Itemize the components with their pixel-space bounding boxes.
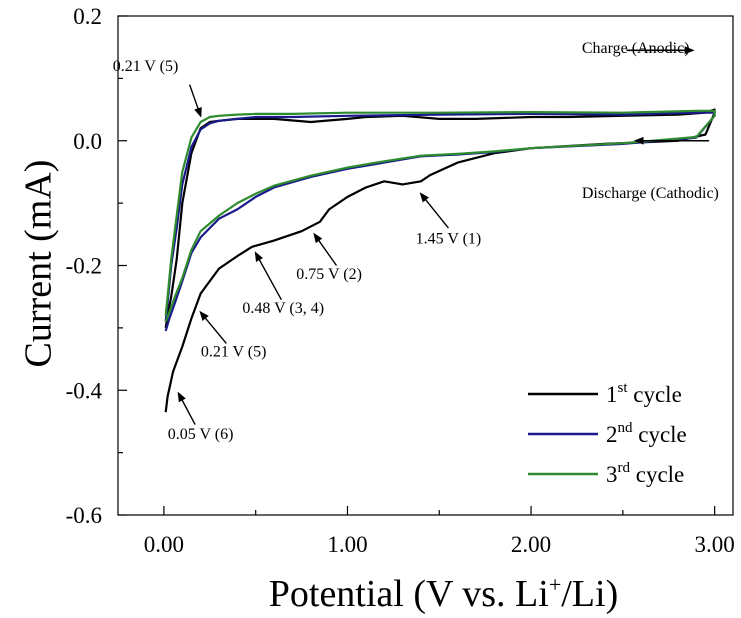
x-tick-label: 3.00 xyxy=(695,532,735,557)
x-axis-title-main: Potential (V vs. Li xyxy=(269,573,549,615)
series-layer xyxy=(164,108,716,413)
y-tick-label: -0.2 xyxy=(66,254,102,279)
x-tick-label: 0.00 xyxy=(144,532,184,557)
annotation-label: 0.05 V (6) xyxy=(168,426,234,443)
x-tick-label: 2.00 xyxy=(511,532,551,557)
y-tick-label: 0.2 xyxy=(73,4,102,29)
x-axis-title: Potential (V vs. Li+/Li) xyxy=(269,572,618,615)
y-tick-label: -0.6 xyxy=(66,503,102,528)
direction-label: Charge (Anodic) xyxy=(582,40,690,57)
tick-layer: 0.00 1.00 2.00 3.00 -0.6 -0.4 -0.2 0.0 0.2 xyxy=(66,4,735,557)
annotation-label: 0.48 V (3, 4) xyxy=(242,300,324,317)
x-tick-label: 1.00 xyxy=(327,532,367,557)
annotation-arrow xyxy=(254,251,283,301)
annotation-label: 1.45 V (1) xyxy=(416,231,482,248)
series-line xyxy=(164,111,716,332)
series-line xyxy=(164,109,716,323)
annotation-arrow xyxy=(419,192,449,229)
annotation-layer: 0.21 V (5) 1.45 V (1) 0.75 V (2) 0.48 V (3,… xyxy=(113,40,719,443)
annotation-arrow xyxy=(188,84,202,118)
legend-label: 3rd cycle xyxy=(606,460,684,487)
x-axis-title-rest: /Li) xyxy=(561,573,618,615)
annotation-label: 0.21 V (5) xyxy=(113,58,179,75)
annotation-arrow xyxy=(313,232,338,266)
annotation-label: 0.21 V (5) xyxy=(201,344,267,361)
annotation-arrow xyxy=(199,310,227,344)
annotation-arrow xyxy=(177,391,196,425)
y-tick-label: 0.0 xyxy=(73,129,102,154)
annotation-label: 0.75 V (2) xyxy=(296,266,362,283)
legend-label: 2nd cycle xyxy=(606,420,687,447)
y-tick-label: -0.4 xyxy=(66,378,103,403)
legend: 1st cycle 2nd cycle 3rd cycle xyxy=(528,380,687,487)
direction-label: Discharge (Cathodic) xyxy=(582,185,719,202)
y-axis-title: Current (mA) xyxy=(18,160,60,368)
legend-label: 1st cycle xyxy=(606,380,682,407)
x-axis-title-sup: + xyxy=(549,572,561,597)
